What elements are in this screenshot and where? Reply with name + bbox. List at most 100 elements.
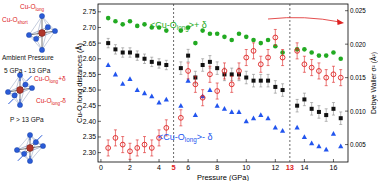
oxygen xyxy=(26,32,31,37)
diagram-label-part: Cu-O xyxy=(20,3,36,10)
error-bar xyxy=(158,59,161,68)
reference-label: 13 xyxy=(286,163,294,172)
data-point xyxy=(106,146,111,151)
error-bar xyxy=(208,66,211,82)
data-point xyxy=(164,125,169,130)
data-point xyxy=(106,16,111,21)
data-point xyxy=(280,55,285,60)
data-point xyxy=(338,144,343,149)
error-bar xyxy=(121,137,124,153)
error-bar xyxy=(136,140,139,156)
error-bar xyxy=(281,84,284,97)
octahedron xyxy=(5,72,34,107)
data-point xyxy=(295,48,300,53)
y2-tick-label: 0.020 xyxy=(350,41,366,48)
copper xyxy=(17,87,24,94)
data-point xyxy=(178,103,183,108)
data-point xyxy=(251,38,256,43)
data-point xyxy=(142,142,147,147)
data-point xyxy=(135,146,140,151)
data-point xyxy=(251,115,256,120)
marks xyxy=(106,16,344,160)
data-point xyxy=(208,31,213,36)
error-bar xyxy=(150,57,153,66)
plot-frame xyxy=(98,4,348,162)
data-point xyxy=(281,88,285,92)
y-tick xyxy=(98,43,101,44)
data-point xyxy=(113,19,118,24)
data-point xyxy=(215,103,220,108)
error-bar xyxy=(252,43,255,59)
y2-tick-label: 0.010 xyxy=(350,108,366,115)
data-point xyxy=(193,112,198,117)
data-point xyxy=(266,79,270,83)
diagram-label: Ambient Pressure xyxy=(2,54,54,61)
error-bar xyxy=(107,38,110,47)
diagram-label-part: +δ xyxy=(58,75,66,82)
oxygen xyxy=(39,47,44,52)
x-tick-label: 8 xyxy=(215,164,219,171)
strain-arrow xyxy=(18,156,23,161)
oxygen xyxy=(12,93,17,98)
data-point xyxy=(302,134,307,139)
oxygen xyxy=(45,25,50,30)
y-tick-label: 2.40 xyxy=(83,118,96,125)
diagram-label: 5 GPa - 13 GPa xyxy=(4,67,51,74)
diagram-label-part: P > 13 GPa xyxy=(10,116,44,123)
error-bar xyxy=(252,74,255,87)
error-bar xyxy=(245,71,248,84)
diagram-label-part: 5 GPa - 13 GPa xyxy=(4,67,51,74)
strain-arrow xyxy=(30,156,31,161)
error-bar xyxy=(201,90,204,106)
error-bar xyxy=(259,56,262,72)
data-point xyxy=(273,85,277,89)
data-point xyxy=(120,81,125,86)
data-point xyxy=(149,93,154,98)
data-point xyxy=(310,107,314,111)
y-tick xyxy=(98,152,101,153)
diagram-label: Cu-Olong-δ xyxy=(36,97,66,106)
series-1 xyxy=(106,62,344,151)
diagram-label-part: short xyxy=(18,20,29,25)
y-tick-label: 2.70 xyxy=(83,24,96,31)
oxygen xyxy=(23,82,28,87)
y2-tick-label: 0.015 xyxy=(350,74,366,81)
data-point xyxy=(208,60,212,64)
y2-tick xyxy=(345,44,348,45)
reference-line xyxy=(289,4,290,162)
copper xyxy=(39,30,46,37)
annotation: <Cu-Olong>- δ xyxy=(158,132,212,144)
error-bar xyxy=(165,60,168,69)
data-point xyxy=(295,125,300,130)
y-tick-label: 2.50 xyxy=(83,86,96,93)
data-point xyxy=(164,97,169,102)
strain-arrow xyxy=(8,99,13,104)
x-tick-label: 10 xyxy=(242,164,250,171)
data-point xyxy=(120,22,125,27)
annotation-part: >- δ xyxy=(197,132,213,142)
data-point xyxy=(149,146,154,151)
y-tick-label: 2.30 xyxy=(83,149,96,156)
oxygen xyxy=(52,28,57,33)
data-point xyxy=(215,66,219,70)
error-bar xyxy=(303,93,306,106)
y-tick-label: 2.45 xyxy=(83,102,96,109)
data-point xyxy=(128,50,132,54)
data-point xyxy=(135,24,140,29)
data-point xyxy=(156,100,161,105)
error-bar xyxy=(194,76,197,92)
error-bar xyxy=(339,112,342,125)
data-point xyxy=(193,41,198,46)
data-point xyxy=(309,140,314,145)
data-point xyxy=(186,69,191,74)
x-tick xyxy=(217,159,218,162)
x-tick xyxy=(304,159,305,162)
series-2 xyxy=(106,38,343,124)
data-point xyxy=(135,54,139,58)
oxygen xyxy=(29,85,34,90)
y2-tick xyxy=(345,111,348,112)
data-point xyxy=(259,79,263,83)
x-axis-label: Pressure (GPa) xyxy=(197,173,250,181)
data-point xyxy=(266,38,271,43)
reference-label: 5 xyxy=(171,163,175,172)
